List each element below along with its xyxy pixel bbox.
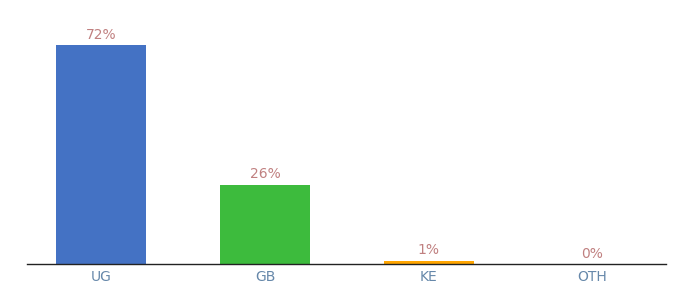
Text: 0%: 0% bbox=[581, 247, 603, 261]
Bar bbox=[56, 45, 146, 264]
Bar bbox=[220, 185, 310, 264]
Text: 72%: 72% bbox=[86, 28, 116, 42]
Text: 1%: 1% bbox=[418, 243, 440, 257]
Text: 26%: 26% bbox=[250, 167, 280, 182]
Bar bbox=[384, 261, 474, 264]
